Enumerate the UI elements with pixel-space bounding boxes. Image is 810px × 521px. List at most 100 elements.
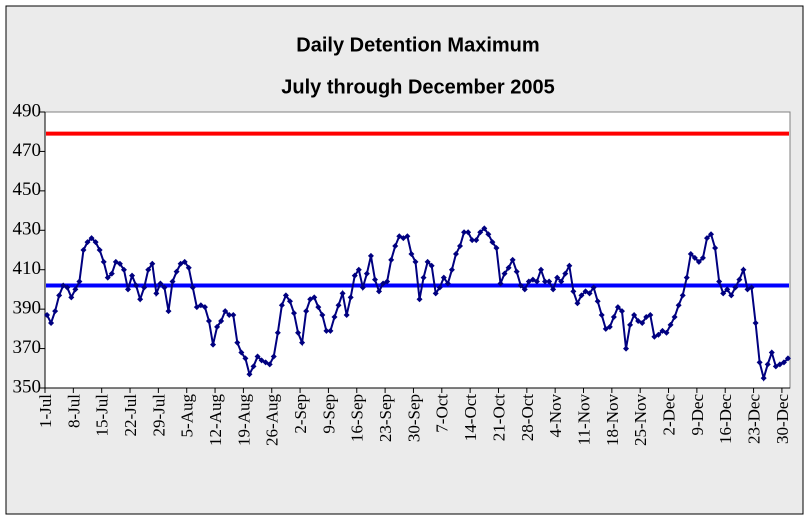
- data-marker: [396, 233, 403, 240]
- data-marker: [120, 266, 127, 273]
- data-marker: [663, 329, 670, 336]
- data-marker: [282, 292, 289, 299]
- x-tick-label: 7-Oct: [433, 394, 452, 433]
- x-tick-label: 25-Nov: [631, 394, 650, 446]
- data-marker: [598, 312, 605, 319]
- data-marker: [335, 302, 342, 309]
- data-marker: [262, 359, 269, 366]
- data-marker: [412, 258, 419, 265]
- data-marker: [185, 264, 192, 271]
- data-marker: [517, 282, 524, 289]
- data-marker: [428, 262, 435, 269]
- data-marker: [614, 304, 621, 311]
- data-marker: [52, 308, 59, 315]
- data-marker: [655, 331, 662, 338]
- data-marker: [485, 231, 492, 238]
- data-marker: [509, 256, 516, 263]
- data-marker: [145, 266, 152, 273]
- x-tick-label: 30-Sep: [404, 394, 423, 442]
- x-tick-label: 11-Nov: [574, 394, 593, 446]
- data-marker: [157, 280, 164, 287]
- data-marker: [436, 284, 443, 291]
- y-tick-label: 430: [13, 219, 42, 240]
- data-marker: [736, 276, 743, 283]
- data-marker: [197, 302, 204, 309]
- data-marker: [461, 229, 468, 236]
- data-marker: [716, 278, 723, 285]
- data-marker: [48, 319, 55, 326]
- data-marker: [319, 312, 326, 319]
- chart-title: Daily Detention Maximum: [296, 34, 539, 56]
- data-marker: [201, 304, 208, 311]
- data-marker: [440, 274, 447, 281]
- data-marker: [521, 286, 528, 293]
- data-marker: [529, 276, 536, 283]
- data-marker: [242, 355, 249, 362]
- data-marker: [64, 284, 71, 291]
- x-tick-label: 2-Dec: [659, 394, 678, 436]
- data-marker: [497, 280, 504, 287]
- data-marker: [371, 276, 378, 283]
- data-marker: [104, 274, 111, 281]
- data-marker: [550, 286, 557, 293]
- data-marker: [404, 233, 411, 240]
- plot-area: [44, 111, 791, 389]
- data-marker: [566, 262, 573, 269]
- x-tick-label: 2-Sep: [291, 394, 310, 434]
- data-marker: [477, 229, 484, 236]
- x-tick-label: 28-Oct: [518, 394, 537, 441]
- data-marker: [469, 237, 476, 244]
- data-marker: [392, 243, 399, 250]
- data-marker: [153, 290, 160, 297]
- y-tick-label: 490: [13, 100, 42, 121]
- data-marker: [173, 268, 180, 275]
- data-marker: [311, 294, 318, 301]
- x-tick-label: 15-Jul: [93, 394, 112, 437]
- data-marker: [537, 266, 544, 273]
- x-tick-label: 9-Sep: [319, 394, 338, 434]
- data-marker: [623, 345, 630, 352]
- data-marker: [137, 296, 144, 303]
- x-tick-label: 26-Aug: [263, 394, 282, 446]
- data-marker: [452, 250, 459, 257]
- data-marker: [610, 314, 617, 321]
- data-marker: [756, 359, 763, 366]
- data-marker: [420, 274, 427, 281]
- data-marker: [226, 312, 233, 319]
- data-marker: [724, 286, 731, 293]
- data-marker: [205, 317, 212, 324]
- data-marker: [295, 329, 302, 336]
- x-tick-label: 8-Jul: [64, 394, 83, 428]
- data-marker: [703, 235, 710, 242]
- data-marker: [554, 274, 561, 281]
- data-marker: [639, 319, 646, 326]
- data-marker: [752, 319, 759, 326]
- data-marker: [80, 247, 87, 253]
- x-tick-label: 5-Aug: [178, 394, 197, 438]
- data-marker: [590, 284, 597, 291]
- data-marker: [56, 292, 63, 299]
- data-marker: [343, 312, 350, 319]
- data-marker: [671, 314, 678, 321]
- data-marker: [675, 302, 682, 309]
- data-marker: [165, 308, 172, 315]
- data-marker: [683, 274, 690, 281]
- data-marker: [339, 290, 346, 297]
- data-marker: [651, 333, 658, 340]
- data-marker: [254, 353, 261, 360]
- data-marker: [347, 294, 354, 301]
- data-marker: [210, 341, 217, 348]
- data-marker: [351, 272, 358, 279]
- data-marker: [214, 323, 221, 330]
- data-line: [46, 226, 789, 382]
- data-marker: [448, 266, 455, 273]
- x-tick-label: 29-Jul: [149, 394, 168, 437]
- data-marker: [457, 243, 464, 250]
- data-marker: [712, 245, 719, 252]
- data-marker: [222, 308, 229, 315]
- data-marker: [489, 239, 496, 246]
- data-marker: [388, 256, 395, 263]
- data-marker: [193, 304, 200, 311]
- data-marker: [465, 229, 472, 236]
